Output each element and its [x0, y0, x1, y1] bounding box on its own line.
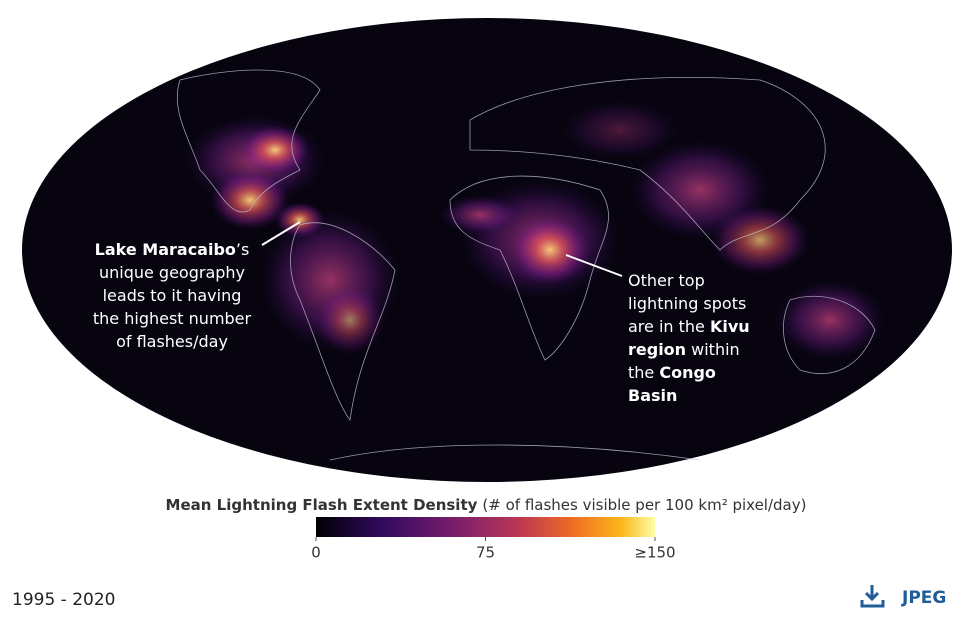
annotation-line: of flashes/day	[116, 332, 228, 351]
annotations: Lake Maracaibo’s unique geography leads to…	[93, 240, 750, 405]
map: Lake Maracaibo’s unique geography leads to…	[22, 18, 952, 482]
annotation-text: lightning spots	[628, 294, 746, 313]
colorbar-units: (# of flashes visible per 100 km² pixel/…	[482, 496, 806, 514]
annotation-text: region	[628, 340, 686, 359]
download-label[interactable]: JPEG	[901, 588, 946, 608]
annotation-line: unique geography	[99, 263, 245, 282]
annotation-text: the	[628, 363, 659, 382]
annotation-text: Congo	[659, 363, 716, 382]
colorbar-title-bold: Mean Lightning Flash Extent Density	[166, 496, 478, 514]
annotation-text: Basin	[628, 386, 677, 405]
leader-line	[565, 254, 623, 277]
annotation-text: Other top	[628, 271, 705, 290]
annotation-line: Basin	[628, 386, 677, 405]
annotation-text: are in the	[628, 317, 710, 336]
annotation-line: Other top	[628, 271, 705, 290]
date-range: 1995 - 2020	[12, 590, 115, 610]
colorbar-ramp	[316, 517, 655, 537]
annotation-text: ’s	[236, 240, 249, 259]
annotation-text: the highest number	[93, 309, 252, 328]
annotation-text: within	[686, 340, 740, 359]
colorbar-tick-label: ≥150	[634, 544, 675, 562]
annotation-text: Lake Maracaibo	[95, 240, 236, 259]
annotation-line: are in the Kivu	[628, 317, 750, 336]
annotation-line: lightning spots	[628, 294, 746, 313]
leader-line	[261, 221, 301, 246]
annotation-line: the highest number	[93, 309, 252, 328]
colorbar-tick-label: 0	[311, 544, 321, 562]
annotation-text: unique geography	[99, 263, 245, 282]
lightning-density	[185, 100, 885, 360]
annotation-text: Kivu	[710, 317, 750, 336]
annotation-text: leads to it having	[103, 286, 242, 305]
annotation-text: of flashes/day	[116, 332, 228, 351]
annotation-line: the Congo	[628, 363, 716, 382]
colorbar-tick-label: 75	[476, 544, 495, 562]
colorbar: Mean Lightning Flash Extent Density (# of…	[166, 496, 807, 562]
download-icon[interactable]	[860, 585, 885, 608]
annotation-line: region within	[628, 340, 740, 359]
annotation-line: leads to it having	[103, 286, 242, 305]
coastlines	[176, 69, 876, 461]
annotation-line: Lake Maracaibo’s	[95, 240, 250, 259]
download-button[interactable]: JPEG	[860, 585, 946, 608]
colorbar-title: Mean Lightning Flash Extent Density (# of…	[166, 496, 807, 514]
